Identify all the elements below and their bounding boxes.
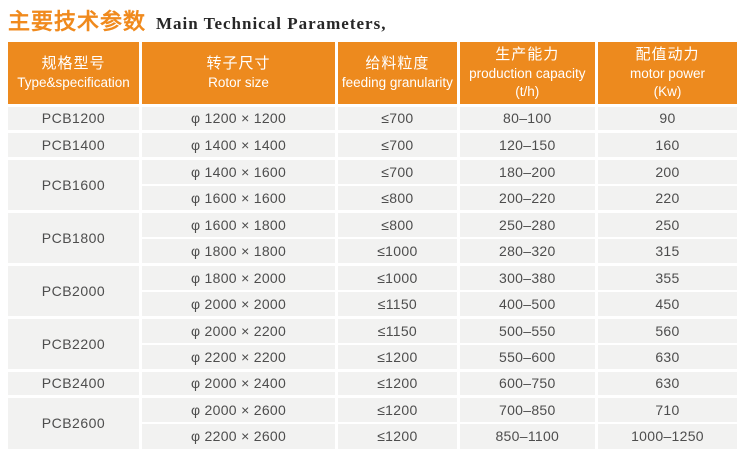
capacity-cell: 120–150 [456, 130, 598, 159]
column-header-feeding-granularity: 给料粒度 feeding granularity [335, 40, 460, 106]
column-header-rotor-size: 转子尺寸 Rotor size [138, 40, 339, 106]
capacity-cell: 180–200 [456, 156, 598, 186]
page-title-english: Main Technical Parameters, [156, 14, 387, 33]
column-header-type-zh: 规格型号 [41, 54, 106, 72]
feeding-granularity-cell: ≤700 [335, 103, 460, 133]
column-header-capacity-unit: (t/h) [515, 84, 540, 100]
page-title-chinese: 主要技术参数 [8, 9, 147, 34]
power-cell: 560 [594, 315, 741, 345]
capacity-cell: 200–220 [456, 183, 598, 212]
power-cell: 1000–1250 [594, 422, 741, 451]
model-cell: PCB1800 [5, 209, 142, 265]
rotor-size-cell: φ 2000 × 2000 [138, 289, 339, 318]
rotor-size-cell: φ 1800 × 2000 [138, 262, 339, 292]
power-cell: 630 [594, 342, 741, 371]
column-header-motor-power: 配值动力 motor power (Kw) [594, 40, 741, 106]
column-header-type-en: Type&specification [17, 74, 130, 90]
rotor-size-cell: φ 1600 × 1600 [138, 183, 339, 212]
feeding-granularity-cell: ≤1200 [335, 395, 460, 424]
model-cell: PCB1600 [5, 156, 142, 212]
rotor-size-cell: φ 2000 × 2200 [138, 315, 339, 345]
model-cell: PCB2600 [5, 395, 142, 451]
column-header-capacity-zh: 生产能力 [495, 46, 560, 64]
capacity-cell: 400–500 [456, 289, 598, 318]
rotor-size-cell: φ 2200 × 2200 [138, 342, 339, 371]
table-row: PCB2400 φ 2000 × 2400 ≤1200 600–750 630 [5, 368, 741, 398]
rotor-size-cell: φ 1400 × 1600 [138, 156, 339, 186]
power-cell: 200 [594, 156, 741, 186]
column-header-feed-en: feeding granularity [341, 74, 453, 90]
table-row: PCB1800 φ 1600 × 1800 ≤800 250–280 250 [5, 209, 741, 265]
rotor-size-cell: φ 1800 × 1800 [138, 236, 339, 265]
table-row: PCB1400 φ 1400 × 1400 ≤700 120–150 160 [5, 130, 741, 159]
column-header-power-unit: (Kw) [653, 84, 682, 100]
table-row: φ 2200 × 2600 ≤1200 850–1100 1000–1250 [7, 422, 741, 451]
capacity-cell: 250–280 [456, 209, 598, 239]
feeding-granularity-cell: ≤800 [335, 183, 460, 212]
table-row: φ 2000 × 2000 ≤1150 400–500 450 [7, 289, 741, 318]
power-cell: 220 [594, 183, 741, 212]
column-header-feed-zh: 给料粒度 [365, 54, 430, 72]
feeding-granularity-cell: ≤1150 [335, 289, 460, 318]
column-header-power-en: motor power [629, 66, 705, 82]
capacity-cell: 80–100 [456, 103, 598, 133]
table-row: φ 1800 × 1800 ≤1000 280–320 315 [7, 236, 741, 265]
rotor-size-cell: φ 1600 × 1800 [138, 209, 339, 239]
technical-parameters-table: 规格型号 Type&specification 转子尺寸 Rotor size … [5, 40, 741, 451]
column-header-production-capacity: 生产能力 production capacity (t/h) [456, 40, 598, 106]
column-header-type: 规格型号 Type&specification [5, 40, 142, 106]
rotor-size-cell: φ 2200 × 2600 [138, 422, 339, 451]
power-cell: 90 [594, 103, 741, 133]
capacity-cell: 600–750 [456, 368, 598, 398]
feeding-granularity-cell: ≤1200 [335, 342, 460, 371]
model-cell: PCB2000 [5, 262, 142, 318]
column-header-rotor-en: Rotor size [208, 74, 269, 90]
page-title: 主要技术参数 Main Technical Parameters, [8, 4, 386, 36]
feeding-granularity-cell: ≤700 [335, 156, 460, 186]
table-header-row: 规格型号 Type&specification 转子尺寸 Rotor size … [5, 40, 741, 106]
power-cell: 710 [594, 395, 741, 424]
table-row: φ 2200 × 2200 ≤1200 550–600 630 [7, 342, 741, 371]
rotor-size-cell: φ 1200 × 1200 [138, 103, 339, 133]
table-body: PCB1200 φ 1200 × 1200 ≤700 80–100 90 PCB1400 φ… [5, 103, 741, 451]
feeding-granularity-cell: ≤1000 [335, 262, 460, 292]
capacity-cell: 300–380 [456, 262, 598, 292]
rotor-size-cell: φ 1400 × 1400 [138, 130, 339, 159]
model-cell: PCB2400 [5, 368, 142, 398]
table-row: PCB1200 φ 1200 × 1200 ≤700 80–100 90 [5, 103, 741, 133]
power-cell: 355 [594, 262, 741, 292]
table-row: PCB2000 φ 1800 × 2000 ≤1000 300–380 355 [5, 262, 741, 318]
column-header-power-zh: 配值动力 [635, 46, 700, 64]
table-row: φ 1600 × 1600 ≤800 200–220 220 [7, 183, 741, 212]
model-cell: PCB1400 [5, 130, 142, 159]
feeding-granularity-cell: ≤1150 [335, 315, 460, 345]
power-cell: 160 [594, 130, 741, 159]
table-header: 规格型号 Type&specification 转子尺寸 Rotor size … [5, 40, 741, 106]
power-cell: 450 [594, 289, 741, 318]
column-header-rotor-zh: 转子尺寸 [206, 54, 271, 72]
capacity-cell: 500–550 [456, 315, 598, 345]
table-row: PCB2600 φ 2000 × 2600 ≤1200 700–850 710 [5, 395, 741, 451]
capacity-cell: 700–850 [456, 395, 598, 424]
capacity-cell: 280–320 [456, 236, 598, 265]
table-row: PCB1600 φ 1400 × 1600 ≤700 180–200 200 [5, 156, 741, 212]
rotor-size-cell: φ 2000 × 2600 [138, 395, 339, 424]
rotor-size-cell: φ 2000 × 2400 [138, 368, 339, 398]
capacity-cell: 850–1100 [456, 422, 598, 451]
feeding-granularity-cell: ≤1200 [335, 368, 460, 398]
power-cell: 315 [594, 236, 741, 265]
feeding-granularity-cell: ≤800 [335, 209, 460, 239]
feeding-granularity-cell: ≤700 [335, 130, 460, 159]
feeding-granularity-cell: ≤1000 [335, 236, 460, 265]
feeding-granularity-cell: ≤1200 [335, 422, 460, 451]
model-cell: PCB2200 [5, 315, 142, 371]
capacity-cell: 550–600 [456, 342, 598, 371]
column-header-capacity-en: production capacity [469, 66, 586, 82]
model-cell: PCB1200 [5, 103, 142, 133]
table-row: PCB2200 φ 2000 × 2200 ≤1150 500–550 560 [5, 315, 741, 371]
power-cell: 630 [594, 368, 741, 398]
power-cell: 250 [594, 209, 741, 239]
